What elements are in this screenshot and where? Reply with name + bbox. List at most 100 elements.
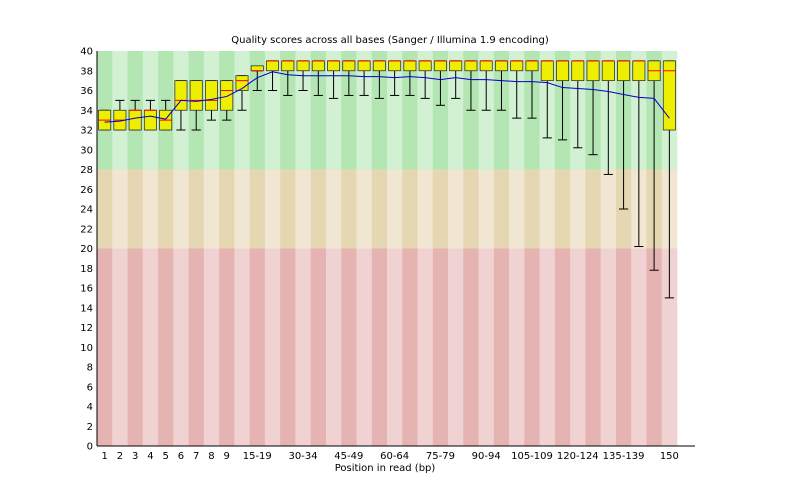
zone-poor-cell: [631, 248, 647, 446]
zone-reasonable-cell: [371, 169, 388, 249]
zone-poor-cell: [509, 248, 525, 446]
zone-reasonable-cell: [554, 169, 571, 249]
zone-reasonable-cell: [478, 169, 495, 249]
y-tick-label: 14: [80, 303, 93, 314]
x-axis-label: Position in read (bp): [335, 463, 436, 474]
x-tick-label: 1: [101, 451, 107, 462]
zone-poor-cell: [615, 248, 632, 446]
box-iqr: [189, 80, 203, 111]
zone-poor-cell: [554, 248, 571, 446]
zone-good-cell: [417, 51, 434, 170]
x-tick-label: 7: [193, 451, 199, 462]
zone-poor-cell: [646, 248, 663, 446]
y-tick-label: 8: [87, 363, 93, 374]
box-iqr: [525, 60, 539, 72]
zone-reasonable-cell: [585, 169, 601, 249]
zone-reasonable-cell: [264, 169, 281, 249]
zone-reasonable-cell: [127, 169, 144, 249]
box-iqr: [494, 60, 508, 72]
box-iqr: [556, 60, 570, 82]
zone-poor-cell: [97, 248, 113, 446]
zone-reasonable-cell: [112, 169, 128, 249]
zone-poor-cell: [432, 248, 449, 446]
box-iqr: [571, 60, 585, 82]
zone-poor-cell: [142, 248, 159, 446]
zone-reasonable-cell: [448, 169, 464, 249]
zone-poor-cell: [219, 248, 235, 446]
zone-reasonable-cell: [203, 169, 220, 249]
box-iqr: [250, 65, 264, 72]
zone-poor-cell: [325, 248, 342, 446]
y-tick-label: 38: [80, 66, 93, 77]
zone-poor-cell: [249, 248, 266, 446]
y-tick-label: 26: [80, 185, 93, 196]
x-tick-label: 8: [208, 451, 214, 462]
x-tick-label: 105-109: [511, 451, 553, 462]
zone-good-cell: [356, 51, 373, 170]
zone-good-cell: [387, 51, 403, 170]
x-tick-label: 9: [224, 451, 230, 462]
box-iqr: [372, 60, 386, 72]
y-tick-label: 0: [87, 442, 93, 453]
zone-reasonable-cell: [173, 169, 189, 249]
zone-poor-cell: [356, 248, 373, 446]
zone-reasonable-cell: [570, 169, 586, 249]
y-tick-label: 18: [80, 264, 93, 275]
boxes-layer: [98, 60, 676, 131]
x-tick-label: 75-79: [426, 451, 455, 462]
zone-poor-cell: [478, 248, 495, 446]
box-iqr: [433, 60, 447, 72]
box-iqr: [220, 80, 234, 111]
zone-good-cell: [310, 51, 327, 170]
zone-poor-cell: [387, 248, 403, 446]
zone-reasonable-cell: [158, 169, 174, 249]
zone-poor-cell: [127, 248, 144, 446]
zone-poor-cell: [463, 248, 479, 446]
zone-good-cell: [264, 51, 281, 170]
y-tick-label: 30: [80, 145, 93, 156]
zone-reasonable-cell: [219, 169, 235, 249]
box-iqr: [143, 109, 157, 131]
box-iqr: [586, 60, 600, 82]
box-iqr: [266, 60, 280, 72]
zone-reasonable-cell: [539, 169, 556, 249]
y-tick-label: 36: [80, 86, 93, 97]
box-iqr: [510, 60, 524, 72]
box-iqr: [204, 80, 218, 111]
y-tick-label: 24: [80, 205, 93, 216]
x-tick-label: 60-64: [380, 451, 409, 462]
zone-reasonable-cell: [432, 169, 449, 249]
y-tick-label: 20: [80, 244, 93, 255]
zone-reasonable-cell: [97, 169, 113, 249]
zone-poor-cell: [234, 248, 250, 446]
zone-reasonable-cell: [249, 169, 266, 249]
zone-reasonable-cell: [417, 169, 434, 249]
zone-reasonable-cell: [356, 169, 373, 249]
zone-reasonable-cell: [387, 169, 403, 249]
zone-poor-cell: [280, 248, 296, 446]
zone-poor-cell: [371, 248, 388, 446]
zone-reasonable-cell: [142, 169, 159, 249]
box-iqr: [601, 60, 615, 82]
zone-poor-cell: [448, 248, 464, 446]
box-iqr: [479, 60, 493, 72]
zone-poor-cell: [173, 248, 189, 446]
x-tick-label: 120-124: [557, 451, 599, 462]
box-iqr: [617, 60, 631, 82]
box-iqr: [281, 60, 295, 72]
zone-good-cell: [280, 51, 296, 170]
y-tick-label: 10: [80, 343, 93, 354]
box-iqr: [327, 60, 341, 72]
zone-good-cell: [325, 51, 342, 170]
x-tick-label: 15-19: [243, 451, 272, 462]
box-iqr: [311, 60, 325, 72]
box-iqr: [464, 60, 478, 72]
x-tick-label: 30-34: [289, 451, 318, 462]
zone-good-cell: [295, 51, 311, 170]
y-tick-label: 32: [80, 126, 93, 137]
zone-reasonable-cell: [402, 169, 418, 249]
y-tick-label: 28: [80, 165, 93, 176]
box-iqr: [418, 60, 432, 72]
